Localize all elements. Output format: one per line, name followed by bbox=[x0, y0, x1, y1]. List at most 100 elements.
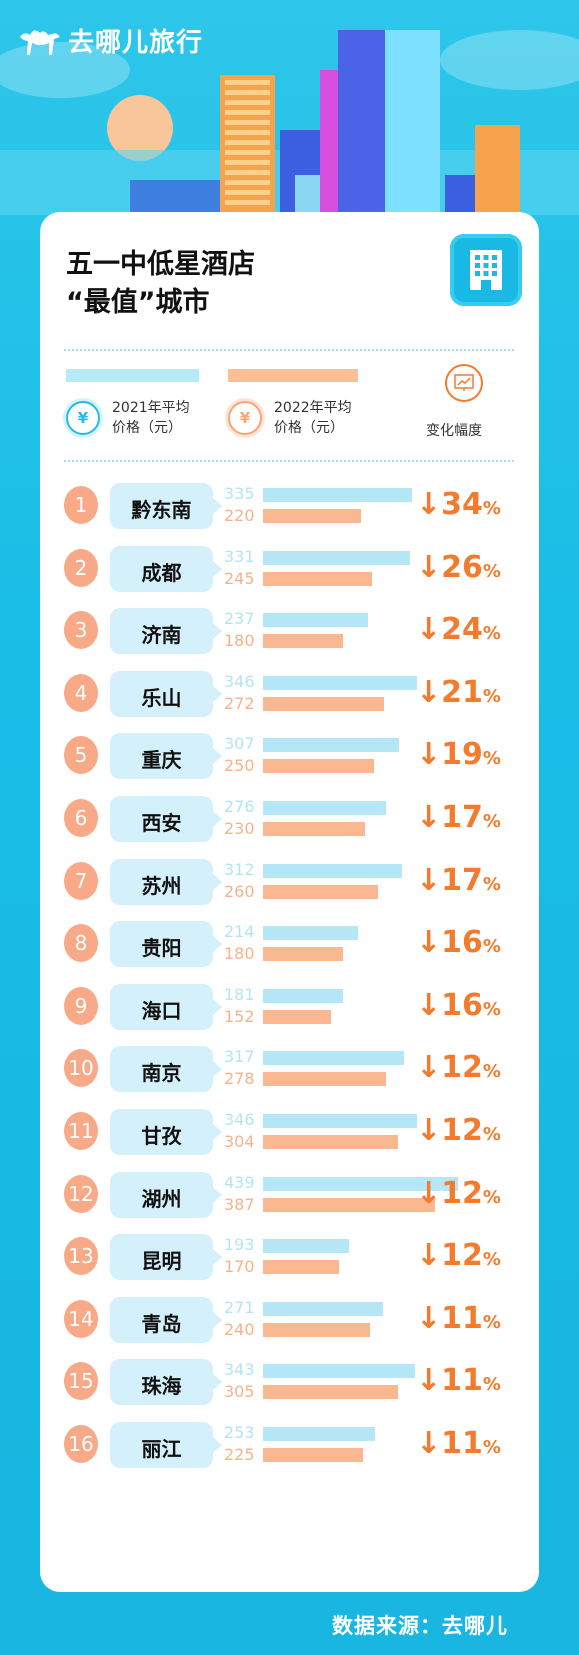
value-2021-label: 276 bbox=[224, 797, 255, 816]
table-row: 2 成都 331 245 ↓26% bbox=[40, 543, 539, 595]
change-number: 11 bbox=[441, 1426, 483, 1461]
city-name: 乐山 bbox=[141, 685, 182, 710]
city-label-box: 济南 bbox=[110, 608, 222, 655]
change-value: ↓16% bbox=[416, 925, 526, 960]
value-2022-label: 260 bbox=[224, 881, 255, 901]
bar-2021 bbox=[263, 488, 412, 502]
bar-2021 bbox=[263, 926, 359, 941]
percent-sign: % bbox=[482, 498, 501, 519]
change-number: 17 bbox=[441, 800, 483, 835]
bar-2022 bbox=[263, 696, 384, 711]
yen-icon-2021: ¥ bbox=[66, 401, 100, 435]
bar-2021 bbox=[263, 1427, 376, 1441]
legend-label-2021: 2021年平均 价格（元） bbox=[112, 398, 190, 438]
table-row: 1 黔东南 335 220 ↓34% bbox=[40, 480, 539, 532]
change-value: ↓34% bbox=[416, 487, 526, 522]
ranking-card: 五一中低星酒店 “最值”城市 ¥ 2021年平均 价格（元） ¥ 2022年 bbox=[40, 212, 539, 1592]
bar-2021 bbox=[263, 613, 369, 628]
change-value: ↓17% bbox=[416, 863, 526, 898]
rank-badge: 11 bbox=[64, 1112, 98, 1150]
change-value: ↓21% bbox=[416, 675, 526, 710]
rank-badge: 14 bbox=[64, 1299, 98, 1338]
value-2022-label: 245 bbox=[224, 568, 255, 588]
table-row: 6 西安 276 230 ↓17% bbox=[40, 793, 539, 845]
city-label-box: 丽江 bbox=[110, 1422, 222, 1468]
value-2022-label: 240 bbox=[224, 1319, 255, 1339]
city-label-box: 南京 bbox=[110, 1046, 222, 1093]
down-arrow-icon: ↓ bbox=[416, 925, 442, 961]
percent-sign: % bbox=[482, 1186, 501, 1208]
rank-badge: 12 bbox=[64, 1174, 98, 1213]
city-label-box: 成都 bbox=[110, 545, 222, 592]
change-value: ↓12% bbox=[416, 1176, 526, 1211]
city-label-box: 青岛 bbox=[110, 1296, 222, 1343]
city-name: 甘孜 bbox=[141, 1124, 182, 1148]
bar-2021 bbox=[263, 863, 402, 878]
city-name: 重庆 bbox=[141, 748, 182, 773]
city-name: 青岛 bbox=[141, 1311, 182, 1336]
value-2021-label: 271 bbox=[224, 1297, 255, 1317]
value-2022-label: 152 bbox=[224, 1006, 255, 1026]
city-name: 昆明 bbox=[141, 1249, 182, 1274]
value-2021-label: 317 bbox=[224, 1047, 255, 1067]
table-row: 8 贵阳 214 180 ↓16% bbox=[40, 918, 539, 970]
bar-2022 bbox=[263, 1322, 370, 1337]
city-name: 西安 bbox=[141, 811, 182, 835]
bar-2021 bbox=[263, 1114, 417, 1128]
down-arrow-icon: ↓ bbox=[416, 1050, 442, 1086]
table-row: 3 济南 237 180 ↓24% bbox=[40, 605, 539, 657]
rank-badge: 7 bbox=[64, 861, 98, 900]
change-number: 11 bbox=[441, 1363, 483, 1399]
percent-sign: % bbox=[482, 1311, 501, 1333]
rank-badge: 13 bbox=[64, 1237, 98, 1276]
bar-2021 bbox=[263, 675, 417, 690]
brand-name: 去哪儿旅行 bbox=[68, 28, 204, 58]
change-label: 变化幅度 bbox=[426, 423, 482, 439]
bar-2021 bbox=[263, 738, 400, 753]
change-number: 16 bbox=[441, 987, 483, 1023]
down-arrow-icon: ↓ bbox=[416, 549, 442, 585]
bar-2022 bbox=[263, 571, 372, 586]
value-2021-label: 181 bbox=[224, 984, 255, 1004]
change-number: 34 bbox=[441, 487, 483, 522]
value-2021-label: 214 bbox=[224, 922, 255, 942]
change-value: ↓24% bbox=[416, 612, 526, 647]
change-value: ↓11% bbox=[416, 1426, 526, 1461]
change-value: ↓12% bbox=[416, 1050, 526, 1085]
city-name: 成都 bbox=[141, 560, 182, 585]
bar-2022 bbox=[263, 1135, 399, 1149]
value-2022-label: 387 bbox=[224, 1194, 255, 1214]
percent-sign: % bbox=[482, 936, 501, 958]
city-name: 苏州 bbox=[141, 873, 182, 898]
percent-sign: % bbox=[482, 1374, 501, 1396]
change-number: 17 bbox=[441, 862, 483, 898]
change-number: 16 bbox=[441, 925, 483, 961]
percent-sign: % bbox=[482, 873, 501, 895]
bar-2022 bbox=[263, 884, 379, 899]
down-arrow-icon: ↓ bbox=[416, 1175, 442, 1211]
bar-2021 bbox=[263, 1176, 458, 1191]
down-arrow-icon: ↓ bbox=[416, 1113, 442, 1148]
table-row: 12 湖州 439 387 ↓12% bbox=[40, 1169, 539, 1221]
bar-2022 bbox=[263, 634, 343, 649]
change-value: ↓26% bbox=[416, 550, 526, 585]
percent-sign: % bbox=[482, 1437, 501, 1458]
bar-2021 bbox=[263, 1364, 416, 1379]
change-value: ↓11% bbox=[416, 1363, 526, 1398]
city-name: 贵阳 bbox=[141, 936, 182, 961]
bar-2022 bbox=[263, 1009, 331, 1024]
value-2021-label: 307 bbox=[224, 734, 255, 754]
value-2021-label: 343 bbox=[224, 1360, 255, 1380]
bar-2022 bbox=[263, 1197, 435, 1212]
qunar-logo: 去哪儿旅行 bbox=[18, 22, 203, 59]
bar-2022 bbox=[263, 822, 366, 836]
value-2022-label: 304 bbox=[224, 1132, 255, 1151]
rank-badge: 6 bbox=[64, 799, 98, 837]
change-number: 26 bbox=[441, 549, 483, 585]
legend-label-2022: 2022年平均 价格（元） bbox=[274, 398, 352, 438]
down-arrow-icon: ↓ bbox=[416, 987, 442, 1023]
change-number: 12 bbox=[441, 1050, 483, 1086]
bar-2021 bbox=[263, 988, 344, 1003]
bar-2022 bbox=[263, 1072, 387, 1087]
rank-badge: 8 bbox=[64, 924, 98, 963]
